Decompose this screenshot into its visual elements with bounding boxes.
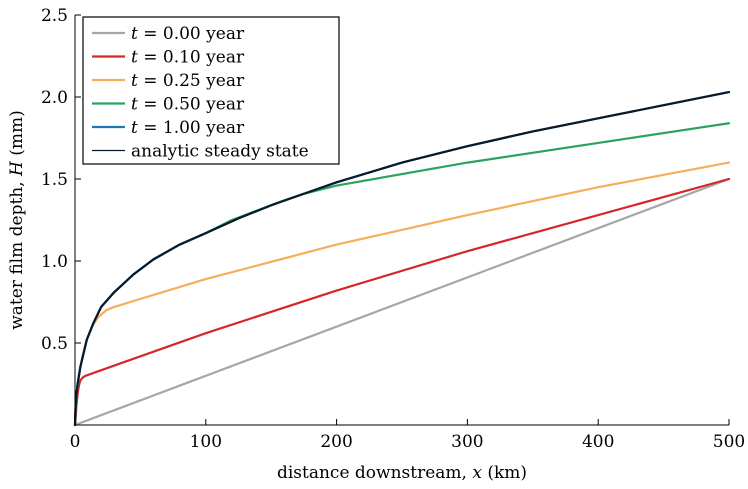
y-tick-label: 2.5 <box>41 6 68 26</box>
legend-label: = 0.25 year <box>138 71 245 91</box>
x-tick-label: 100 <box>190 432 222 452</box>
legend-label: analytic steady state <box>131 142 309 162</box>
legend-label: = 0.00 year <box>138 24 245 44</box>
series-line-2 <box>73 161 731 427</box>
y-axis-label: water film depth, H (mm) <box>7 110 27 330</box>
x-axis-label-unit: (km) <box>482 463 527 483</box>
legend-entry-5: analytic steady state <box>131 142 309 162</box>
legend-symbol: t <box>131 24 138 44</box>
x-tick-label: 400 <box>582 432 614 452</box>
axes-layer <box>74 15 729 426</box>
legend-symbol: t <box>131 71 138 91</box>
series-layer <box>73 90 731 427</box>
series-line-5 <box>73 90 731 427</box>
y-axis-label-unit: (mm) <box>7 110 27 161</box>
series-line-0 <box>73 177 731 427</box>
y-tick-label: 0.5 <box>41 334 68 354</box>
y-tick-label: 1.0 <box>41 252 68 272</box>
x-tick-label: 200 <box>320 432 352 452</box>
ticks-layer: 0 100 200 300 400 500 0.5 1.0 1.5 2.0 2.5 <box>41 6 745 452</box>
x-tick-label: 300 <box>451 432 483 452</box>
x-axis-label-prefix: distance downstream, <box>277 463 472 483</box>
legend-symbol: t <box>131 48 138 68</box>
legend-label: = 0.50 year <box>138 95 245 115</box>
y-axis-label-prefix: water film depth, <box>7 176 27 330</box>
x-tick-label: 0 <box>70 432 81 452</box>
legend-label: = 0.10 year <box>138 48 245 68</box>
legend-symbol: t <box>131 95 138 115</box>
series-line-3 <box>73 122 731 427</box>
y-tick-label: 2.0 <box>41 88 68 108</box>
legend-box <box>82 16 340 165</box>
legend-entry-1: t = 0.10 year <box>131 48 245 68</box>
legend-entry-3: t = 0.50 year <box>131 95 245 115</box>
x-axis-label: distance downstream, x (km) <box>277 463 527 483</box>
x-axis-label-symbol: x <box>472 463 482 483</box>
x-tick-label: 500 <box>713 432 745 452</box>
legend-label: = 1.00 year <box>138 118 245 138</box>
legend-entry-2: t = 0.25 year <box>131 71 245 91</box>
legend-entry-0: t = 0.00 year <box>131 24 245 44</box>
legend-symbol: t <box>131 118 138 138</box>
y-tick-label: 1.5 <box>41 170 68 190</box>
y-axis-label-symbol: H <box>7 160 27 177</box>
legend-entry-4: t = 1.00 year <box>131 118 245 138</box>
